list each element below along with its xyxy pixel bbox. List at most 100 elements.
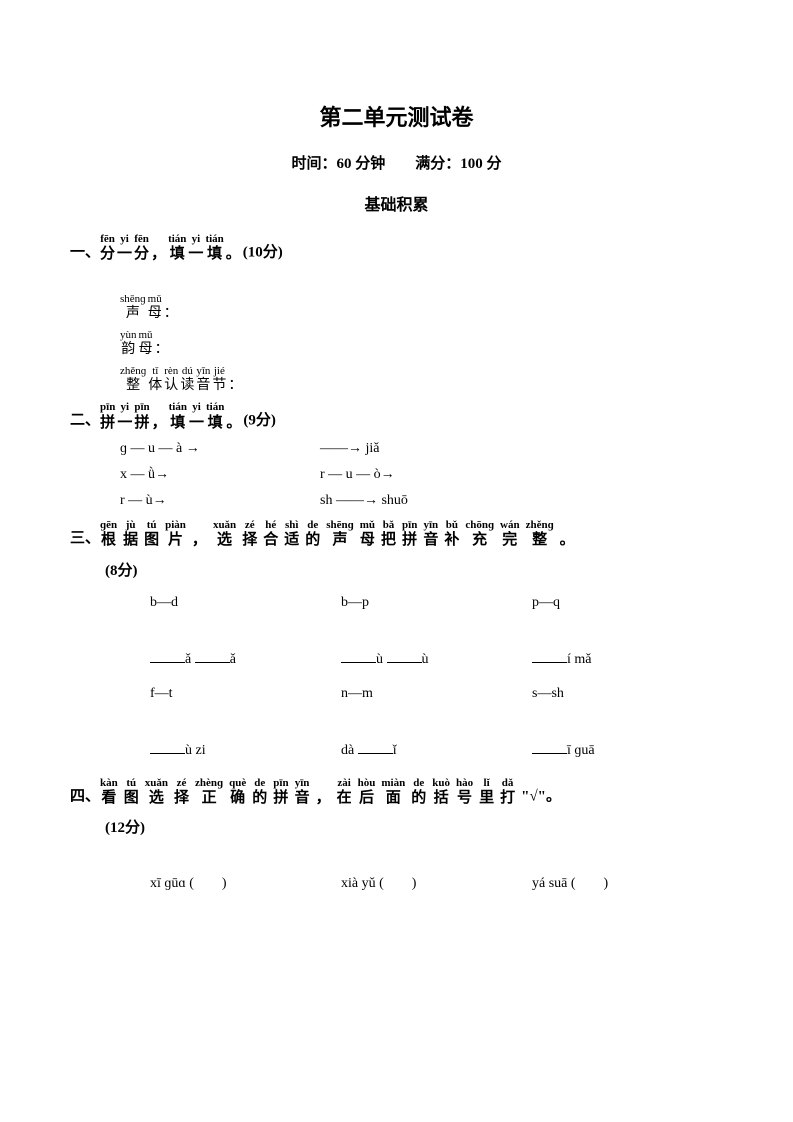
- ruby-item: jù据: [123, 519, 138, 551]
- q1-line: shēnɡ声mǔ母：: [70, 293, 723, 323]
- q3-cell: í mǎ: [532, 649, 723, 668]
- q2-row: x — ǜ→r — u — ò→: [70, 467, 723, 483]
- ruby-item: zhènɡ正: [195, 777, 223, 809]
- q1-line: yùn韵mǔ母：: [70, 329, 723, 359]
- ruby-item: ，: [316, 789, 331, 809]
- q3-r1c1: b—d: [150, 595, 341, 611]
- ruby-item: tián填: [205, 233, 223, 265]
- ruby-item: ɡēn根: [100, 519, 117, 551]
- ruby-item: pīn拼: [402, 519, 417, 551]
- ruby-item: hòu后: [358, 777, 376, 809]
- ruby-item: ，: [192, 531, 207, 551]
- ruby-item: fēn分: [134, 233, 149, 265]
- ruby-item: tú图: [124, 777, 139, 809]
- ruby-item: shēnɡ声: [326, 519, 353, 551]
- ruby-item: 。: [560, 531, 575, 551]
- ruby-item: yīn音: [196, 365, 210, 395]
- time-unit: 分钟: [355, 156, 385, 172]
- q4-tail: "√"。: [521, 788, 561, 804]
- ruby-item: pīn拼: [134, 401, 149, 433]
- section-header: 基础积累: [70, 191, 723, 215]
- q3-cell: ù zi: [150, 740, 341, 759]
- q4-row: xī ɡūɑ ( ) xià yǔ ( ) yá suā ( ): [70, 872, 723, 892]
- q3-row2: ǎ ǎù ùí mǎ: [70, 649, 723, 668]
- q3-cell: ī ɡuā: [532, 740, 723, 759]
- q3-cell: dà ǐ: [341, 740, 532, 759]
- q3-cell: ù ù: [341, 649, 532, 668]
- ruby-item: de的: [252, 777, 267, 809]
- ruby-item: shì适: [284, 519, 299, 551]
- ruby-item: miàn面: [381, 777, 405, 809]
- ruby-item: pīn拼: [100, 401, 115, 433]
- q1-line: zhěnɡ整tǐ体rèn认dú读yīn音jié节：: [70, 365, 723, 395]
- ruby-item: chōnɡ充: [465, 519, 494, 551]
- ruby-item: wán完: [500, 519, 520, 551]
- ruby-item: mǔ母: [139, 329, 153, 359]
- ruby-item: tǐ体: [148, 365, 162, 395]
- q3-row4: ù zidà ǐī ɡuā: [70, 740, 723, 759]
- ruby-item: dǎ打: [500, 777, 515, 809]
- ruby-item: yīn音: [295, 777, 310, 809]
- q2-rows: ɡ — u — à →——→ jiǎx — ǜ→r — u — ò→r — ù→…: [70, 441, 723, 509]
- ruby-item: ：: [228, 377, 242, 395]
- ruby-item: zé择: [242, 519, 257, 551]
- score-unit: 分: [487, 156, 502, 172]
- q3-ruby: ɡēn根jù据tú图piàn片，xuǎn选zé择hé合shì适de的shēnɡ声…: [100, 519, 581, 551]
- ruby-item: de的: [305, 519, 320, 551]
- question-4: 四、kàn看tú图xuǎn选zé择zhènɡ正què确de的pīn拼yīn音，z…: [70, 777, 723, 809]
- ruby-item: yùn韵: [120, 329, 137, 359]
- q3-r3c1: f—t: [150, 686, 341, 702]
- question-2: 二、pīn拼yi一pīn拼，tián填yi一tián填。(9分): [70, 401, 723, 433]
- ruby-item: què确: [229, 777, 246, 809]
- ruby-item: piàn片: [165, 519, 186, 551]
- q2-row: r — ù→sh ——→ shuō: [70, 493, 723, 509]
- q3-cell: ǎ ǎ: [150, 649, 341, 668]
- q3-r1c2: b—p: [341, 595, 532, 611]
- ruby-item: mǔ母: [360, 519, 375, 551]
- q4-points: (12分): [70, 816, 723, 837]
- ruby-item: zé择: [174, 777, 189, 809]
- ruby-item: ，: [151, 245, 166, 265]
- q2-points: (9分): [243, 413, 276, 429]
- q3-r1c3: p—q: [532, 595, 723, 611]
- time-label: 时间：: [291, 156, 336, 172]
- ruby-item: dú读: [180, 365, 194, 395]
- ruby-item: yi一: [188, 233, 203, 265]
- ruby-item: jié节: [212, 365, 226, 395]
- ruby-item: zài在: [337, 777, 352, 809]
- ruby-item: yi一: [117, 233, 132, 265]
- ruby-item: yi一: [189, 401, 204, 433]
- ruby-item: tián填: [206, 401, 224, 433]
- ruby-item: tián填: [168, 233, 186, 265]
- q3-row1: b—d b—p p—q: [70, 595, 723, 611]
- q3-r3c2: n—m: [341, 686, 532, 702]
- ruby-item: de的: [411, 777, 426, 809]
- ruby-item: xuǎn选: [145, 777, 168, 809]
- ruby-item: yīn音: [423, 519, 438, 551]
- ruby-item: fēn分: [100, 233, 115, 265]
- q1-lines: shēnɡ声mǔ母：yùn韵mǔ母：zhěnɡ整tǐ体rèn认dú读yīn音ji…: [70, 293, 723, 396]
- q4-r1c2: xià yǔ ( ): [341, 872, 532, 892]
- ruby-item: shēnɡ声: [120, 293, 146, 323]
- question-1: 一、fēn分yi一fēn分，tián填yi一tián填。(10分): [70, 233, 723, 265]
- ruby-item: ，: [152, 414, 167, 434]
- ruby-item: bǎ把: [381, 519, 396, 551]
- subtitle: 时间：60 分钟 满分：100 分: [70, 152, 723, 173]
- q4-r1c1: xī ɡūɑ ( ): [150, 872, 341, 892]
- q1-points: (10分): [243, 245, 283, 261]
- q2-ruby: pīn拼yi一pīn拼，tián填yi一tián填。: [100, 401, 243, 433]
- ruby-item: tián填: [169, 401, 187, 433]
- ruby-item: yi一: [117, 401, 132, 433]
- q4-ruby: kàn看 tú图 xuǎn选 zé择 zhènɡ正 què确 de的 pīn拼 yīn音 ， zài…: [100, 777, 521, 809]
- ruby-item: kàn看: [100, 777, 118, 809]
- page-title: 第二单元测试卷: [70, 100, 723, 132]
- ruby-item: zhěnɡ整: [526, 519, 554, 551]
- q3-points: (8分): [70, 559, 723, 580]
- ruby-item: tú图: [144, 519, 159, 551]
- q1-ruby: fēn分yi一fēn分，tián填yi一tián填。: [100, 233, 243, 265]
- q3-row3: f—t n—m s—sh: [70, 686, 723, 702]
- ruby-item: pīn拼: [273, 777, 288, 809]
- q3-r3c3: s—sh: [532, 686, 723, 702]
- ruby-item: lǐ里: [479, 777, 494, 809]
- q1-prefix: 一、: [70, 245, 100, 261]
